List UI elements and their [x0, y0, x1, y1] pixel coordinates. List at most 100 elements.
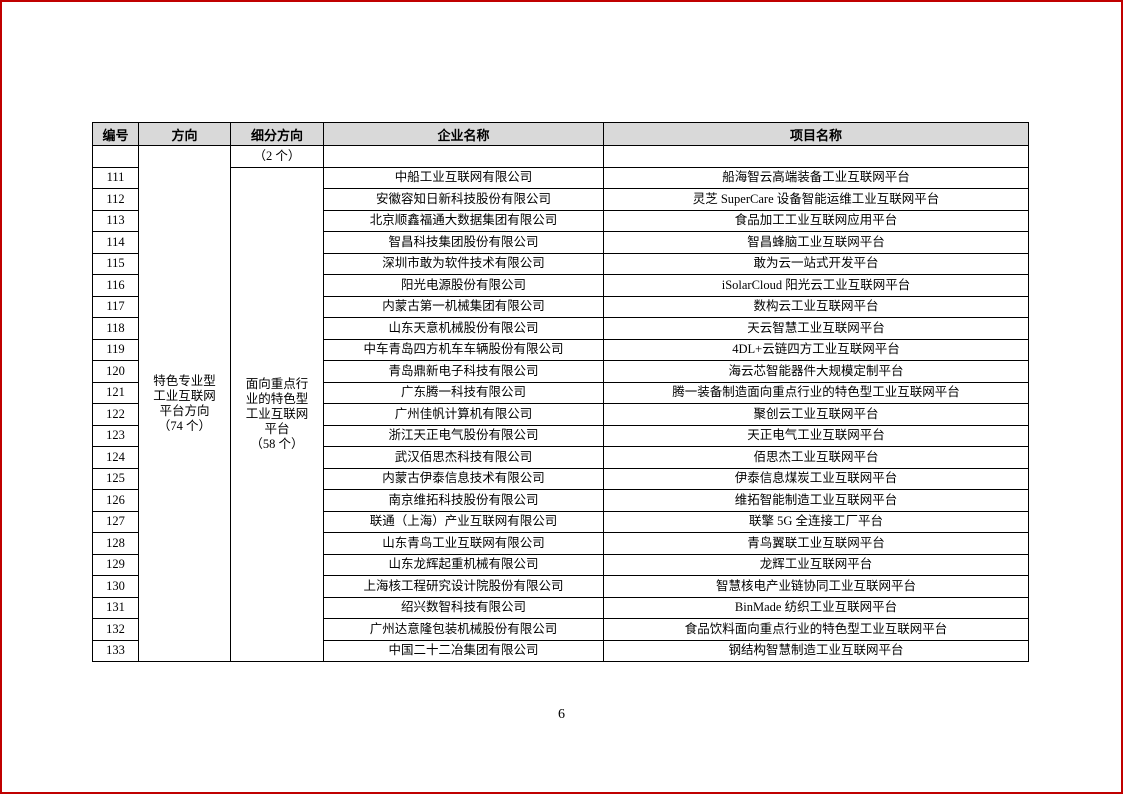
- cell-project: iSolarCloud 阳光云工业互联网平台: [603, 274, 1029, 297]
- cell-no: 122: [92, 403, 139, 426]
- table-row: 122 广州佳帆计算机有限公司 聚创云工业互联网平台: [92, 403, 1029, 426]
- cell-no: 118: [92, 317, 139, 340]
- cell-company: 安徽容知日新科技股份有限公司: [323, 188, 604, 211]
- cell-no: 120: [92, 360, 139, 383]
- cell-project: 灵芝 SuperCare 设备智能运维工业互联网平台: [603, 188, 1029, 211]
- cell-no: 126: [92, 489, 139, 512]
- cell-company: 浙江天正电气股份有限公司: [323, 424, 604, 447]
- cell-company: 山东龙辉起重机械有限公司: [323, 553, 604, 576]
- cell-no: 130: [92, 575, 139, 598]
- cell-project: 食品加工工业互联网应用平台: [603, 209, 1029, 232]
- cell-no: 114: [92, 231, 139, 254]
- cell-no: 117: [92, 295, 139, 318]
- cell-company: 绍兴数智科技有限公司: [323, 596, 604, 619]
- cell-project: 聚创云工业互联网平台: [603, 403, 1029, 426]
- cell-project: 食品饮料面向重点行业的特色型工业互联网平台: [603, 618, 1029, 641]
- cell-subdivision-group: 面向重点行 业的特色型 工业互联网 平台 （58 个）: [230, 166, 324, 662]
- table-body: 特色专业型 工业互联网 平台方向 （74 个） （2 个） 111 面向重点行 业的特…: [92, 145, 1029, 662]
- cell-project: [603, 145, 1029, 168]
- cell-no: 133: [92, 639, 139, 662]
- table-row: 129 山东龙辉起重机械有限公司 龙辉工业互联网平台: [92, 553, 1029, 576]
- cell-company: 内蒙古第一机械集团有限公司: [323, 295, 604, 318]
- cell-company: 中车青岛四方机车车辆股份有限公司: [323, 338, 604, 361]
- cell-direction-group: 特色专业型 工业互联网 平台方向 （74 个）: [138, 145, 231, 662]
- cell-no: 125: [92, 467, 139, 490]
- cell-subdivision-count: （2 个）: [230, 145, 324, 168]
- cell-no: 129: [92, 553, 139, 576]
- col-header-project: 项目名称: [603, 122, 1029, 146]
- cell-company: [323, 145, 604, 168]
- table-header-row: 编号 方向 细分方向 企业名称 项目名称: [92, 122, 1029, 146]
- cell-project: 龙辉工业互联网平台: [603, 553, 1029, 576]
- cell-company: 上海核工程研究设计院股份有限公司: [323, 575, 604, 598]
- cell-no: [92, 145, 139, 168]
- cell-project: 维拓智能制造工业互联网平台: [603, 489, 1029, 512]
- col-header-subdivision: 细分方向: [230, 122, 324, 146]
- table-row: 114 智昌科技集团股份有限公司 智昌蜂脑工业互联网平台: [92, 231, 1029, 254]
- table-row: 123 浙江天正电气股份有限公司 天正电气工业互联网平台: [92, 424, 1029, 447]
- platform-list-table: 编号 方向 细分方向 企业名称 项目名称 特色专业型 工业互联网 平台方向 （7…: [92, 122, 1029, 662]
- table-row: 131 绍兴数智科技有限公司 BinMade 纺织工业互联网平台: [92, 596, 1029, 619]
- cell-no: 121: [92, 381, 139, 404]
- cell-project: 腾一装备制造面向重点行业的特色型工业互联网平台: [603, 381, 1029, 404]
- cell-company: 北京顺鑫福通大数据集团有限公司: [323, 209, 604, 232]
- table-row: 133 中国二十二冶集团有限公司 钢结构智慧制造工业互联网平台: [92, 639, 1029, 662]
- cell-project: 伊泰信息煤炭工业互联网平台: [603, 467, 1029, 490]
- table-row-carryover: 特色专业型 工业互联网 平台方向 （74 个） （2 个）: [92, 145, 1029, 662]
- cell-no: 131: [92, 596, 139, 619]
- cell-no: 128: [92, 532, 139, 555]
- page-number: 6: [558, 707, 565, 722]
- cell-company: 山东青鸟工业互联网有限公司: [323, 532, 604, 555]
- cell-project: 智慧核电产业链协同工业互联网平台: [603, 575, 1029, 598]
- cell-no: 119: [92, 338, 139, 361]
- table-row: 113 北京顺鑫福通大数据集团有限公司 食品加工工业互联网应用平台: [92, 209, 1029, 232]
- cell-company: 广州达意隆包装机械股份有限公司: [323, 618, 604, 641]
- cell-no: 124: [92, 446, 139, 469]
- cell-company: 青岛鼎新电子科技有限公司: [323, 360, 604, 383]
- cell-company: 广东腾一科技有限公司: [323, 381, 604, 404]
- col-header-no: 编号: [92, 122, 139, 146]
- cell-company: 武汉佰思杰科技有限公司: [323, 446, 604, 469]
- cell-no: 127: [92, 510, 139, 533]
- cell-project: 智昌蜂脑工业互联网平台: [603, 231, 1029, 254]
- cell-company: 广州佳帆计算机有限公司: [323, 403, 604, 426]
- cell-project: 天云智慧工业互联网平台: [603, 317, 1029, 340]
- cell-project: 钢结构智慧制造工业互联网平台: [603, 639, 1029, 662]
- cell-project: BinMade 纺织工业互联网平台: [603, 596, 1029, 619]
- table-row: 126 南京维拓科技股份有限公司 维拓智能制造工业互联网平台: [92, 489, 1029, 512]
- cell-company: 阳光电源股份有限公司: [323, 274, 604, 297]
- cell-no: 112: [92, 188, 139, 211]
- cell-no: 116: [92, 274, 139, 297]
- cell-company: 深圳市敢为软件技术有限公司: [323, 252, 604, 275]
- cell-project: 天正电气工业互联网平台: [603, 424, 1029, 447]
- table-row: 118 山东天意机械股份有限公司 天云智慧工业互联网平台: [92, 317, 1029, 340]
- cell-project: 佰思杰工业互联网平台: [603, 446, 1029, 469]
- cell-project: 敢为云一站式开发平台: [603, 252, 1029, 275]
- cell-project: 4DL+云链四方工业互联网平台: [603, 338, 1029, 361]
- table-row: 130 上海核工程研究设计院股份有限公司 智慧核电产业链协同工业互联网平台: [92, 575, 1029, 598]
- cell-no: 113: [92, 209, 139, 232]
- cell-company: 中船工业互联网有限公司: [323, 166, 604, 189]
- cell-no: 132: [92, 618, 139, 641]
- cell-no: 111: [92, 166, 139, 189]
- table-row: 124 武汉佰思杰科技有限公司 佰思杰工业互联网平台: [92, 446, 1029, 469]
- cell-company: 中国二十二冶集团有限公司: [323, 639, 604, 662]
- col-header-company: 企业名称: [323, 122, 604, 146]
- cell-no: 115: [92, 252, 139, 275]
- cell-company: 内蒙古伊泰信息技术有限公司: [323, 467, 604, 490]
- table-row: 120 青岛鼎新电子科技有限公司 海云芯智能器件大规模定制平台: [92, 360, 1029, 383]
- col-header-direction: 方向: [138, 122, 231, 146]
- cell-project: 船海智云高端装备工业互联网平台: [603, 166, 1029, 189]
- cell-company: 山东天意机械股份有限公司: [323, 317, 604, 340]
- table-row: 111 面向重点行 业的特色型 工业互联网 平台 （58 个） 中船工业互联网有限公…: [92, 166, 1029, 662]
- table-row: 127 联通（上海）产业互联网有限公司 联擎 5G 全连接工厂平台: [92, 510, 1029, 533]
- table-row: 116 阳光电源股份有限公司 iSolarCloud 阳光云工业互联网平台: [92, 274, 1029, 297]
- cell-company: 南京维拓科技股份有限公司: [323, 489, 604, 512]
- table-row: 115 深圳市敢为软件技术有限公司 敢为云一站式开发平台: [92, 252, 1029, 275]
- cell-no: 123: [92, 424, 139, 447]
- cell-project: 海云芯智能器件大规模定制平台: [603, 360, 1029, 383]
- table-row: 117 内蒙古第一机械集团有限公司 数构云工业互联网平台: [92, 295, 1029, 318]
- cell-company: 智昌科技集团股份有限公司: [323, 231, 604, 254]
- cell-project: 联擎 5G 全连接工厂平台: [603, 510, 1029, 533]
